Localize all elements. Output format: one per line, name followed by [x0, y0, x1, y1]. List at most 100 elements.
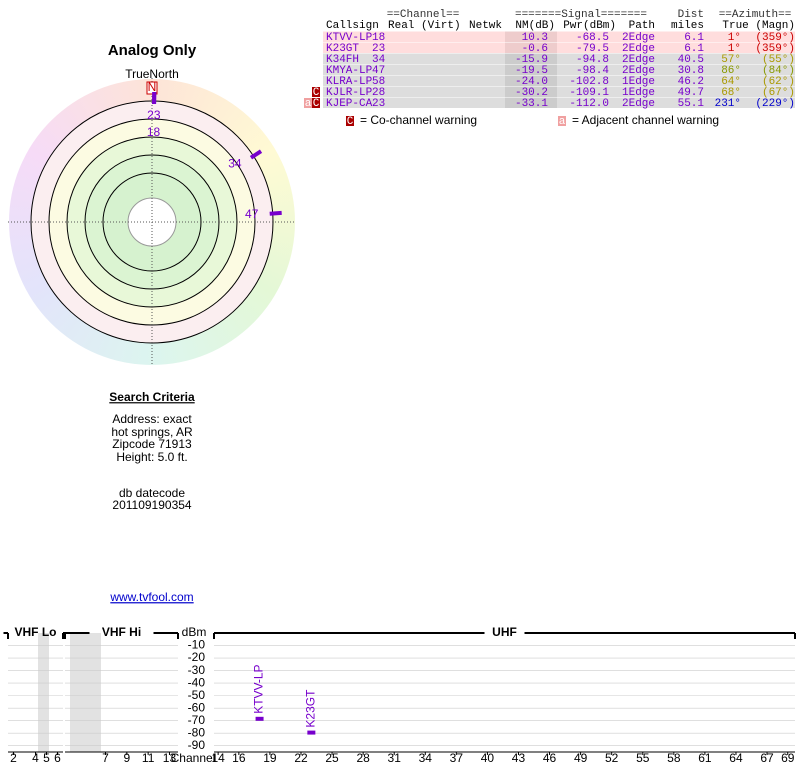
cell: KTVV-LP — [326, 32, 373, 44]
x-tick-label: 37 — [450, 751, 464, 765]
cell: -79.5 — [576, 43, 609, 55]
x-tick-label: 46 — [543, 751, 557, 765]
x-tick-label: 49 — [574, 751, 588, 765]
warning-text: C — [313, 87, 320, 99]
x-tick-label: 64 — [729, 751, 743, 765]
site-link[interactable]: www.tvfool.com — [109, 590, 193, 604]
row-background — [323, 31, 795, 42]
column-header: True (Magn) — [722, 20, 795, 32]
column-header: Callsign — [326, 20, 379, 32]
cell: 34 — [372, 54, 386, 66]
cell: 1Edge — [622, 87, 655, 99]
cell: 28 — [372, 87, 385, 99]
cell: (84°) — [762, 65, 795, 77]
nm-background — [505, 42, 557, 53]
x-tick-label: 52 — [605, 751, 619, 765]
legend-icon-text: a — [559, 116, 566, 128]
datecode-label: db datecode — [119, 486, 185, 500]
y-tick-label: -80 — [188, 725, 206, 739]
cell: 23 — [372, 43, 385, 55]
cell: KLRA-LP — [326, 76, 373, 88]
legend-icon-text: C — [347, 116, 354, 128]
cell: 46.2 — [678, 76, 704, 88]
x-tick-label: 7 — [102, 751, 109, 765]
nm-background — [505, 64, 557, 75]
cell: 49.7 — [678, 87, 704, 99]
x-tick-label: 5 — [43, 751, 50, 765]
cell: -68.5 — [576, 32, 609, 44]
north-label: TrueNorth — [125, 67, 179, 81]
y-axis-title: dBm — [182, 625, 207, 639]
panel-title: VHF Hi — [102, 625, 141, 639]
row-background — [323, 42, 795, 53]
y-tick-label: -20 — [188, 650, 206, 664]
x-tick-label: 14 — [211, 751, 225, 765]
cell: 68° — [721, 87, 741, 99]
legend-icon — [558, 116, 566, 126]
x-tick-label: 40 — [481, 751, 495, 765]
row-background — [323, 86, 795, 97]
warning-text: a — [305, 98, 312, 110]
x-tick-label: 2 — [10, 751, 17, 765]
x-tick-label: 34 — [419, 751, 433, 765]
y-tick-label: -70 — [188, 713, 206, 727]
x-tick-label: 19 — [263, 751, 277, 765]
column-header: Pwr(dBm) — [563, 20, 616, 32]
cell: (55°) — [762, 54, 795, 66]
cell: -15.9 — [515, 54, 548, 66]
x-tick-label: 4 — [32, 751, 39, 765]
cell: KJEP-CA — [326, 98, 373, 110]
cell: K34FH — [326, 54, 359, 66]
nm-background — [505, 97, 557, 108]
cell: 2Edge — [622, 54, 655, 66]
x-tick-label: 13 — [163, 751, 177, 765]
cell: 1Edge — [622, 76, 655, 88]
cell: 2Edge — [622, 43, 655, 55]
cell: -98.4 — [576, 65, 609, 77]
search-title: Search Criteria — [109, 390, 195, 404]
column-header: NM(dB) — [515, 20, 555, 32]
nm-background — [505, 31, 557, 42]
cell: -30.2 — [515, 87, 548, 99]
cell: -19.5 — [515, 65, 548, 77]
x-tick-label: 55 — [636, 751, 650, 765]
station-label: 34 — [228, 156, 242, 170]
cell: (359°) — [755, 32, 795, 44]
row-background — [323, 53, 795, 64]
row-background — [323, 97, 795, 108]
cell: 6.1 — [684, 43, 704, 55]
site-link-text[interactable]: www.tvfool.com — [109, 590, 193, 604]
cell: 40.5 — [678, 54, 704, 66]
criteria: Address: exact — [112, 412, 192, 426]
x-tick-label: 28 — [356, 751, 370, 765]
cell: KJLR-LP — [326, 87, 373, 99]
row-background — [323, 64, 795, 75]
x-axis-title: Channel — [171, 751, 216, 765]
cell: 58 — [372, 76, 385, 88]
y-tick-label: -30 — [188, 663, 206, 677]
station-label: 23 — [147, 108, 161, 122]
legend-icon — [346, 116, 354, 126]
datecode: 201109190354 — [112, 498, 192, 512]
cell: -109.1 — [569, 87, 609, 99]
x-tick-label: 22 — [294, 751, 308, 765]
legend-text: = Adjacent channel warning — [572, 113, 719, 127]
cell: 2Edge — [622, 32, 655, 44]
north-box — [146, 81, 158, 95]
cell: -102.8 — [569, 76, 609, 88]
group-header: ==Channel== — [387, 9, 460, 21]
criteria: Height: 5.0 ft. — [116, 450, 187, 464]
signal-label: KTVV-LP — [252, 664, 266, 713]
nm-background — [505, 75, 557, 86]
band-gap — [38, 633, 49, 752]
warning-icon — [304, 98, 312, 108]
x-tick-label: 61 — [698, 751, 712, 765]
cell: -33.1 — [515, 98, 548, 110]
y-tick-label: -60 — [188, 700, 206, 714]
cell: 1° — [728, 43, 741, 55]
cell: -0.6 — [522, 43, 548, 55]
column-header: Netwk — [469, 20, 502, 32]
y-tick-label: -10 — [188, 638, 206, 652]
cell: 1° — [728, 32, 741, 44]
